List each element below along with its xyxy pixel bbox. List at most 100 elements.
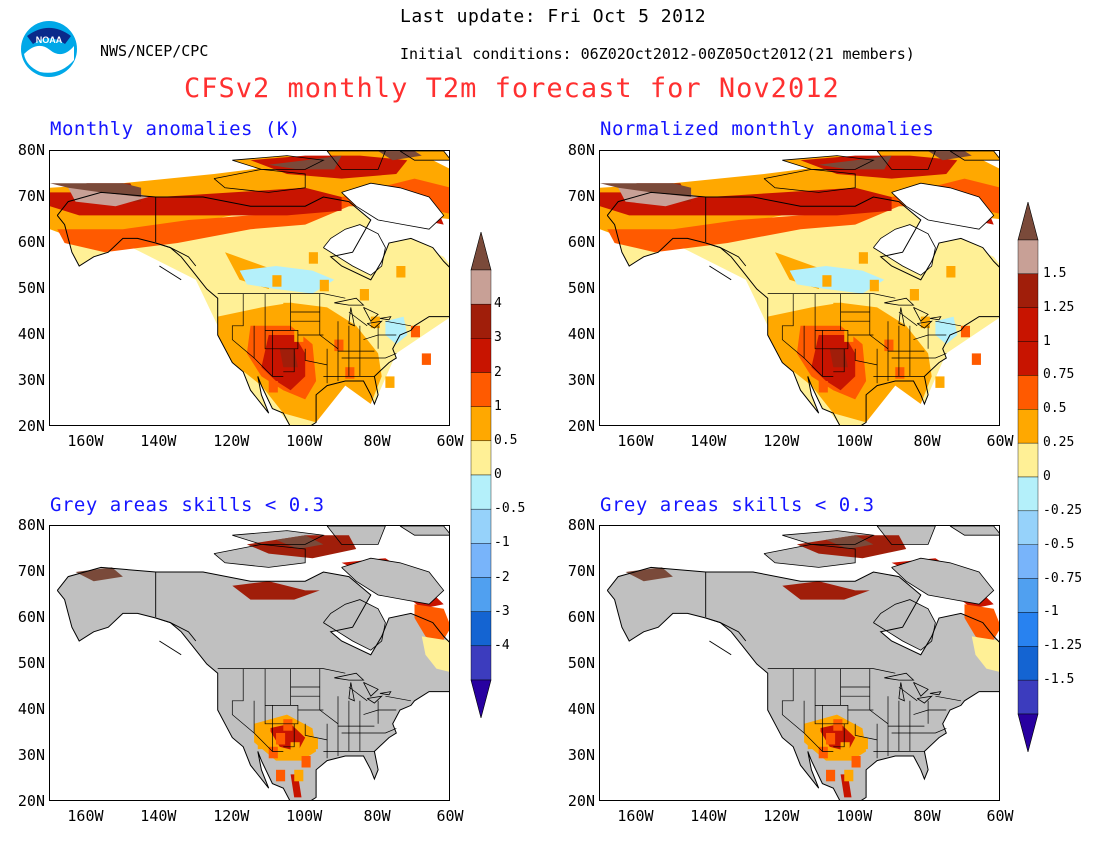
lon-tick-label: 120W	[213, 432, 250, 450]
state-border	[385, 320, 411, 327]
island-coastline	[326, 526, 386, 545]
lat-tick-label: 20N	[567, 792, 595, 810]
anomaly-pixel	[268, 381, 278, 393]
colorbar-tick-label: 2	[494, 364, 502, 380]
colorbar-swatch	[470, 474, 492, 510]
anomaly-pixel	[935, 376, 945, 388]
lat-tick-label: 40N	[567, 700, 595, 718]
lat-tick-label: 20N	[17, 792, 45, 810]
country-border	[159, 640, 182, 656]
colorbar-swatch	[1017, 239, 1039, 275]
panel-title-bottom-left: Grey areas skills < 0.3	[50, 494, 325, 516]
island-coastline	[782, 530, 875, 545]
colorbar-tick-label: 1	[494, 398, 502, 414]
colorbar-right-graphic	[1017, 202, 1039, 752]
anomaly-region	[276, 535, 324, 549]
anomaly-region	[268, 155, 342, 170]
lat-tick-label: 80N	[567, 141, 595, 159]
anomaly-region	[385, 316, 408, 345]
anomaly-region	[421, 636, 449, 672]
anomaly-region	[829, 348, 848, 368]
noaa-logo-icon: NOAA	[21, 21, 77, 77]
colorbar-tick-label: -0.75	[1043, 570, 1083, 586]
hudson-coastline	[873, 599, 936, 651]
colorbar-left	[470, 232, 492, 718]
island-coastline	[399, 526, 449, 536]
anomaly-pixel	[884, 339, 894, 352]
lon-tick-label: 140W	[690, 432, 727, 450]
state-border	[869, 293, 889, 350]
lon-tick-label: 60W	[436, 432, 464, 450]
colorbar-tick-label: -4	[494, 637, 510, 653]
state-border	[264, 293, 299, 350]
colorbar-swatch	[470, 508, 492, 544]
country-border	[709, 640, 732, 656]
anomaly-region	[826, 535, 874, 549]
anomaly-pixel	[960, 325, 971, 338]
lon-tick-label: 140W	[140, 432, 177, 450]
state-border	[319, 668, 339, 725]
colorbar-swatch	[470, 303, 492, 339]
agency-label: NWS/NCEP/CPC	[100, 42, 209, 60]
arctic-island	[400, 526, 449, 536]
colorbar-swatch	[470, 406, 492, 442]
anomaly-pixel	[895, 367, 905, 379]
anomaly-pixel	[272, 275, 282, 287]
great-lake	[913, 307, 929, 322]
anomaly-pixel	[294, 769, 304, 782]
island-coastline	[232, 530, 325, 545]
anomaly-pixel	[822, 275, 832, 287]
lon-tick-label: 80W	[913, 432, 941, 450]
lon-tick-label: 160W	[617, 807, 654, 825]
great-lake	[379, 316, 392, 321]
state-border	[935, 695, 961, 702]
colorbar-swatch	[1017, 544, 1039, 579]
anomaly-pixel	[290, 742, 300, 754]
anomaly-pixel	[858, 252, 868, 264]
great-lake	[334, 672, 365, 681]
state-border	[272, 330, 284, 377]
lat-tick-label: 30N	[17, 371, 45, 389]
colorbar-swatch	[1017, 375, 1039, 410]
map-bottom-left	[50, 526, 449, 800]
anomaly-region	[239, 266, 335, 294]
colorbar-swatch	[470, 269, 492, 305]
coastline	[606, 191, 999, 425]
colorbar-tick-label: -0.5	[494, 501, 526, 517]
colorbar-tick-label: 0.75	[1043, 367, 1075, 383]
colorbar-left-graphic	[470, 232, 492, 718]
lat-tick-label: 20N	[17, 417, 45, 435]
hudson-coastline	[323, 599, 386, 651]
baffin-coastline	[891, 182, 995, 230]
colorbar-tick-label: -1	[494, 535, 510, 551]
colorbar-swatch	[1017, 476, 1039, 512]
logo-text: NOAA	[36, 35, 63, 45]
lat-tick-label: 20N	[567, 417, 595, 435]
anomaly-pixel	[268, 746, 278, 759]
anomaly-region	[279, 348, 298, 368]
anomaly-pixel	[909, 289, 919, 301]
lat-tick-label: 80N	[567, 516, 595, 534]
map-top-left	[50, 151, 449, 425]
anomaly-region	[378, 151, 422, 161]
coastline	[56, 566, 449, 800]
map-top-right	[600, 151, 999, 425]
state-border	[283, 723, 295, 748]
colorbar-top-arrow	[470, 232, 492, 271]
colorbar-swatch	[470, 338, 492, 373]
island-coastline	[876, 526, 936, 545]
anomaly-pixel	[334, 339, 344, 352]
lat-tick-label: 70N	[567, 562, 595, 580]
great-lake	[334, 297, 365, 306]
anomaly-pixel	[396, 266, 406, 278]
great-lake	[363, 682, 379, 697]
lat-tick-label: 40N	[567, 325, 595, 343]
state-border	[833, 723, 845, 748]
anomaly-pixel	[257, 737, 267, 750]
anomaly-pixel	[971, 353, 981, 365]
baffin-bay	[341, 558, 444, 605]
state-border	[319, 293, 339, 350]
anomaly-pixel	[851, 756, 861, 768]
lat-tick-label: 30N	[17, 746, 45, 764]
coastline	[56, 191, 449, 425]
